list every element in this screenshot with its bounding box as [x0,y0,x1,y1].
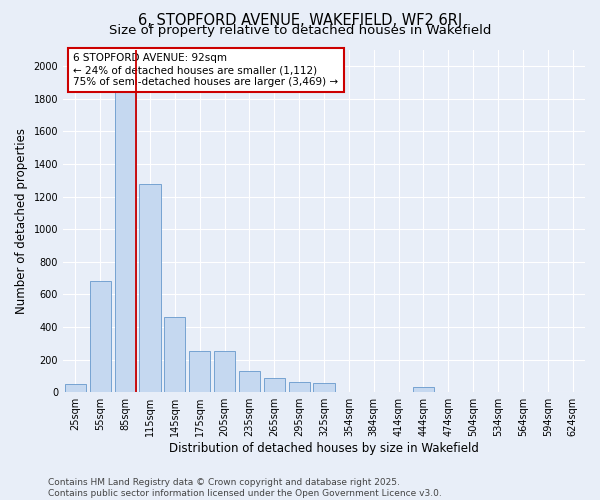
Y-axis label: Number of detached properties: Number of detached properties [15,128,28,314]
Bar [413,388,434,392]
Bar [214,352,235,392]
Bar [139,184,161,392]
Bar [264,378,285,392]
X-axis label: Distribution of detached houses by size in Wakefield: Distribution of detached houses by size … [169,442,479,455]
Text: Size of property relative to detached houses in Wakefield: Size of property relative to detached ho… [109,24,491,37]
Text: 6 STOPFORD AVENUE: 92sqm
← 24% of detached houses are smaller (1,112)
75% of sem: 6 STOPFORD AVENUE: 92sqm ← 24% of detach… [73,54,338,86]
Text: Contains HM Land Registry data © Crown copyright and database right 2025.
Contai: Contains HM Land Registry data © Crown c… [48,478,442,498]
Bar [115,66,136,392]
Bar [90,282,111,392]
Bar [189,352,211,392]
Bar [65,384,86,392]
Text: 6, STOPFORD AVENUE, WAKEFIELD, WF2 6RJ: 6, STOPFORD AVENUE, WAKEFIELD, WF2 6RJ [138,12,462,28]
Bar [164,317,185,392]
Bar [289,382,310,392]
Bar [239,371,260,392]
Bar [313,383,335,392]
